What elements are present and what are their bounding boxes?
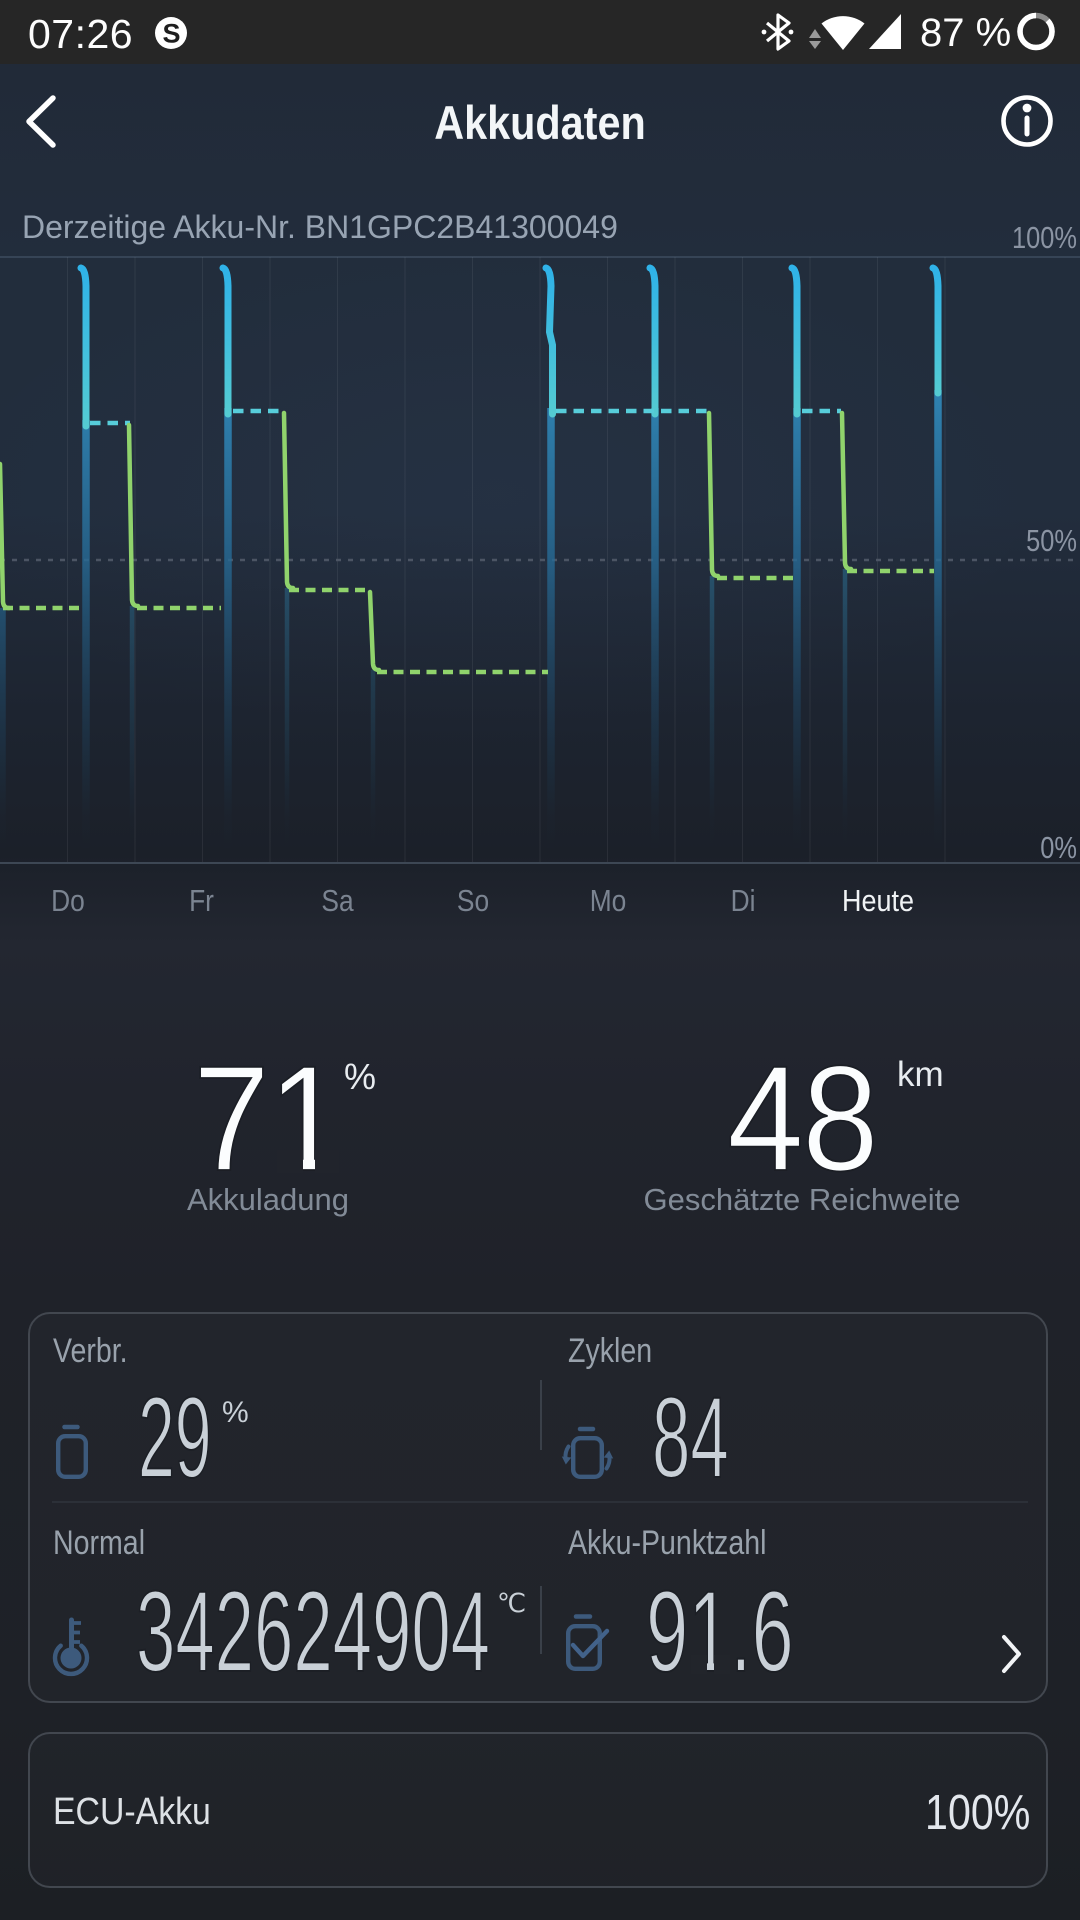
svg-text:Do: Do [51,884,85,918]
svg-text:87 %: 87 % [920,11,1011,55]
svg-text:Fr: Fr [189,884,214,918]
svg-text:100%: 100% [1012,221,1077,256]
svg-text:Di: Di [731,884,756,918]
svg-text:Heute: Heute [842,884,914,918]
svg-text:0%: 0% [1040,831,1077,866]
svg-text:Mo: Mo [590,884,627,918]
svg-text:So: So [457,884,489,918]
svg-text:S: S [162,19,180,49]
svg-text:Sa: Sa [321,884,353,918]
svg-text:50%: 50% [1026,524,1077,559]
